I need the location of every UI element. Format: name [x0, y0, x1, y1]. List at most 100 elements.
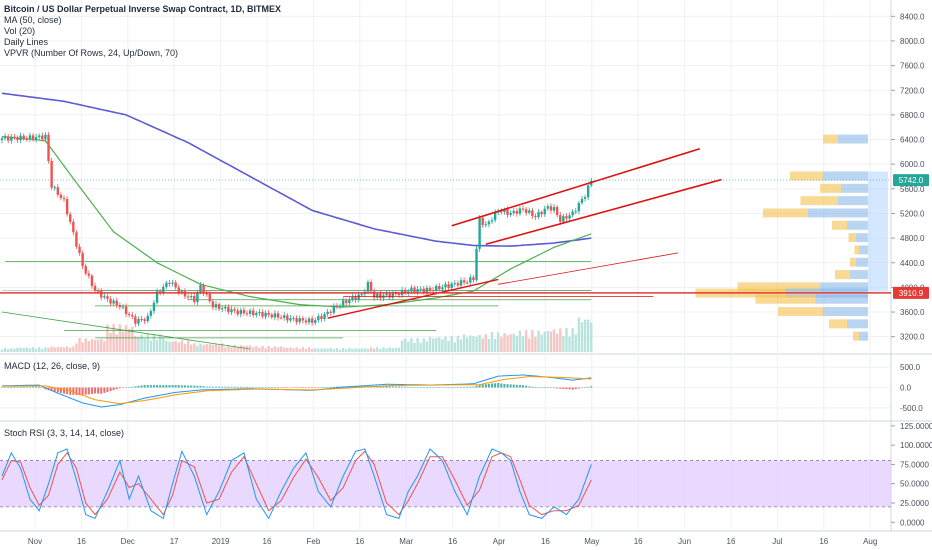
macd-histogram-bar — [131, 386, 134, 388]
volume-profile-down — [841, 183, 868, 193]
volume-bar — [131, 326, 134, 352]
candle-body — [518, 208, 522, 214]
volume-profile-down — [815, 294, 868, 304]
macd-histogram-bar — [255, 387, 258, 388]
candle-body — [78, 246, 81, 254]
macd-histogram-bar — [463, 386, 466, 388]
volume-bar — [31, 347, 35, 352]
candle-body — [376, 293, 379, 298]
candle-body — [115, 300, 118, 306]
x-tick-label: 2019 — [212, 537, 230, 546]
volume-bar — [376, 347, 379, 352]
candle-body — [441, 287, 444, 290]
candle-body — [62, 197, 66, 199]
candle-body — [307, 318, 311, 323]
volume-profile-up — [737, 282, 820, 292]
volume-bar — [65, 346, 69, 352]
volume-bar — [252, 347, 255, 352]
candle-body — [369, 281, 373, 292]
channel-upper — [451, 148, 701, 227]
candle-body — [524, 209, 528, 213]
volume-bar — [500, 337, 503, 352]
volume-bar — [385, 348, 388, 352]
volume-bar — [121, 331, 125, 352]
candle-body — [47, 134, 50, 161]
macd-histogram-bar — [230, 386, 233, 388]
candle-body — [196, 292, 199, 303]
volume-bar — [478, 334, 481, 352]
volume-bar — [379, 349, 382, 352]
candle-body — [388, 293, 391, 298]
macd-histogram-bar — [298, 387, 301, 388]
candle-body — [298, 318, 301, 323]
volume-bar — [565, 328, 568, 352]
macd-histogram-bar — [38, 386, 41, 388]
candle-body — [230, 309, 233, 313]
candle-body — [134, 316, 137, 324]
macd-histogram-bar — [190, 385, 193, 388]
stoch-rsi-tick-label: 100.0000 — [900, 441, 932, 450]
macd-histogram-bar — [264, 387, 267, 388]
poc-price-value: 3910.9 — [899, 289, 924, 298]
y-tick-label: 8000.0 — [900, 37, 925, 46]
x-tick-label: Mar — [399, 537, 413, 546]
volume-bar — [143, 338, 146, 352]
candle-body — [345, 300, 348, 304]
volume-bar — [577, 317, 581, 352]
volume-bar — [453, 342, 457, 352]
candle-body — [193, 296, 196, 303]
macd-histogram-bar — [53, 387, 56, 392]
x-tick-label: Aug — [863, 537, 877, 546]
candle-body — [555, 207, 559, 216]
candle-body — [534, 216, 537, 218]
macd-histogram-bar — [549, 387, 552, 388]
candle-body — [177, 287, 180, 293]
y-tick-label: 4800.0 — [900, 234, 925, 243]
macd-histogram-bar — [450, 387, 453, 388]
candle-body — [372, 291, 376, 298]
y-tick-label: 7200.0 — [900, 86, 925, 95]
volume-bar — [456, 336, 460, 352]
volume-bar — [165, 340, 168, 352]
candle-body — [338, 305, 342, 307]
volume-bar — [326, 348, 329, 352]
macd-histogram-bar — [416, 387, 419, 388]
x-tick-label: 16 — [355, 537, 364, 546]
candle-body — [100, 290, 103, 298]
macd-histogram-bar — [118, 387, 121, 389]
volume-bar — [239, 345, 243, 352]
volume-bar — [323, 348, 326, 352]
macd-histogram-bar — [509, 384, 512, 388]
candle-body — [248, 310, 252, 314]
volume-bar — [559, 328, 562, 352]
macd-histogram-bar — [205, 386, 208, 388]
volume-bar — [428, 336, 432, 352]
candle-body — [239, 309, 243, 315]
candle-body — [562, 216, 565, 222]
candle-body — [531, 210, 534, 217]
macd-histogram-bar — [506, 384, 509, 388]
volume-bar — [580, 322, 584, 352]
x-tick-label: Jun — [678, 537, 691, 546]
ma50-line — [1, 135, 592, 308]
volume-bar — [152, 334, 156, 352]
volume-bar — [509, 334, 512, 352]
volume-bar — [369, 347, 373, 352]
x-tick-label: 17 — [170, 537, 179, 546]
macd-histogram-bar — [425, 387, 428, 388]
volume-bar — [363, 348, 367, 352]
volume-bar — [270, 347, 274, 352]
volume-bar — [87, 341, 91, 352]
candle-body — [571, 211, 574, 216]
y-tick-label: 6400.0 — [900, 136, 925, 145]
volume-bar — [261, 346, 264, 352]
macd-histogram-bar — [385, 385, 388, 388]
volume-profile-down — [847, 220, 868, 230]
candle-body — [103, 296, 106, 298]
candle-body — [512, 210, 515, 213]
volume-bar — [397, 347, 401, 352]
volume-bar — [487, 338, 491, 352]
volume-bar — [410, 338, 413, 352]
macd-histogram-bar — [177, 385, 180, 388]
